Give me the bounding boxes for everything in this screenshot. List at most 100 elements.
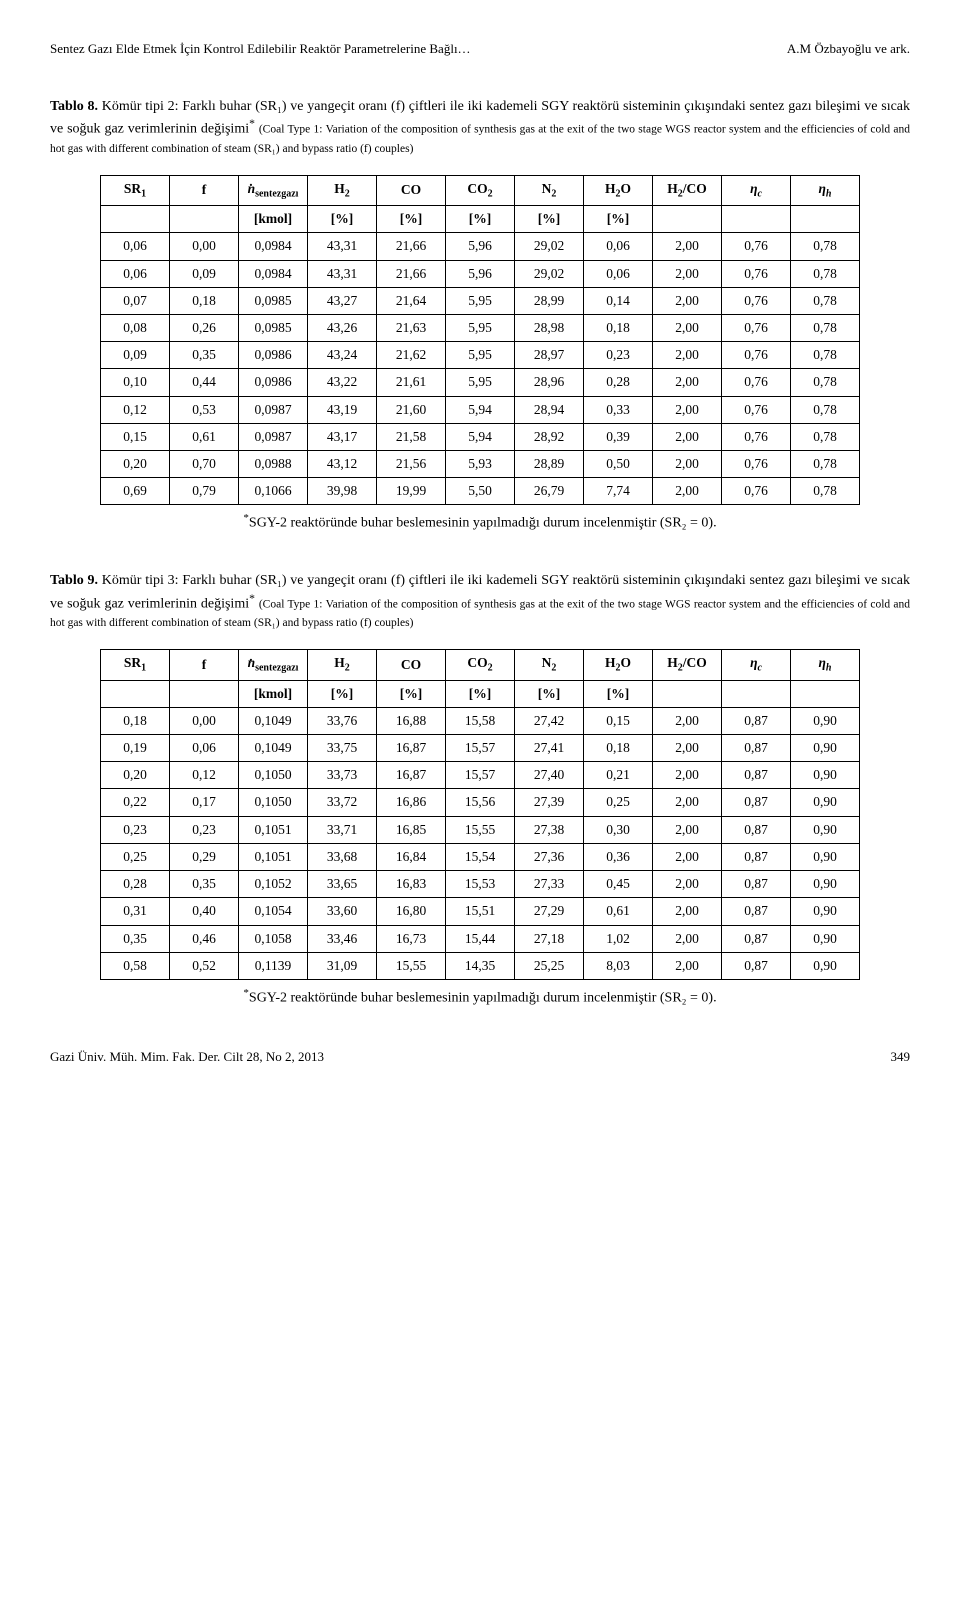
data-cell: 0,90 (791, 734, 860, 761)
data-cell: 2,00 (653, 816, 722, 843)
data-cell: 16,87 (377, 762, 446, 789)
table-row: 0,580,520,113931,0915,5514,3525,258,032,… (101, 952, 860, 979)
data-cell: 0,07 (101, 287, 170, 314)
unit-cell (722, 680, 791, 707)
data-cell: 15,51 (446, 898, 515, 925)
column-header: f (170, 650, 239, 680)
data-cell: 5,50 (446, 478, 515, 505)
column-header: N2 (515, 650, 584, 680)
unit-cell (170, 206, 239, 233)
data-cell: 0,70 (170, 451, 239, 478)
data-cell: 0,0984 (239, 260, 308, 287)
unit-cell (653, 206, 722, 233)
column-header: CO (377, 650, 446, 680)
data-cell: 21,66 (377, 233, 446, 260)
header-right: A.M Özbayoğlu ve ark. (787, 40, 910, 58)
data-cell: 33,65 (308, 871, 377, 898)
data-cell: 0,90 (791, 898, 860, 925)
data-cell: 0,06 (101, 233, 170, 260)
data-cell: 0,87 (722, 789, 791, 816)
table-row: 0,100,440,098643,2221,615,9528,960,282,0… (101, 369, 860, 396)
data-cell: 0,23 (584, 342, 653, 369)
table-row: 0,220,170,105033,7216,8615,5627,390,252,… (101, 789, 860, 816)
data-cell: 14,35 (446, 952, 515, 979)
data-cell: 0,78 (791, 478, 860, 505)
data-cell: 2,00 (653, 260, 722, 287)
table-row: 0,200,700,098843,1221,565,9328,890,502,0… (101, 451, 860, 478)
unit-cell: [%] (584, 206, 653, 233)
data-cell: 2,00 (653, 396, 722, 423)
data-cell: 0,76 (722, 369, 791, 396)
data-cell: 0,25 (101, 843, 170, 870)
data-cell: 21,56 (377, 451, 446, 478)
data-cell: 0,76 (722, 451, 791, 478)
data-cell: 0,90 (791, 925, 860, 952)
column-header: H2/CO (653, 175, 722, 205)
data-cell: 0,26 (170, 314, 239, 341)
data-cell: 0,06 (101, 260, 170, 287)
data-cell: 5,95 (446, 369, 515, 396)
column-header: H2 (308, 650, 377, 680)
table8-footnote: *SGY-2 reaktöründe buhar beslemesinin ya… (50, 511, 910, 534)
data-cell: 21,58 (377, 423, 446, 450)
table-row: 0,230,230,105133,7116,8515,5527,380,302,… (101, 816, 860, 843)
table8-unit-row: [kmol][%][%][%][%][%] (101, 206, 860, 233)
data-cell: 0,29 (170, 843, 239, 870)
column-header: H2 (308, 175, 377, 205)
data-cell: 0,18 (101, 707, 170, 734)
data-cell: 0,78 (791, 396, 860, 423)
data-cell: 25,25 (515, 952, 584, 979)
unit-cell: [kmol] (239, 206, 308, 233)
unit-cell: [%] (377, 206, 446, 233)
data-cell: 43,27 (308, 287, 377, 314)
data-cell: 39,98 (308, 478, 377, 505)
table-row: 0,280,350,105233,6516,8315,5327,330,452,… (101, 871, 860, 898)
column-header: ηh (791, 650, 860, 680)
data-cell: 0,33 (584, 396, 653, 423)
data-cell: 0,28 (101, 871, 170, 898)
data-cell: 21,64 (377, 287, 446, 314)
data-cell: 0,76 (722, 233, 791, 260)
data-cell: 0,52 (170, 952, 239, 979)
data-cell: 0,19 (101, 734, 170, 761)
data-cell: 0,87 (722, 952, 791, 979)
data-cell: 27,39 (515, 789, 584, 816)
table-row: 0,190,060,104933,7516,8715,5727,410,182,… (101, 734, 860, 761)
data-cell: 27,41 (515, 734, 584, 761)
page-footer: Gazi Üniv. Müh. Mim. Fak. Der. Cilt 28, … (50, 1048, 910, 1066)
data-cell: 21,66 (377, 260, 446, 287)
footer-left: Gazi Üniv. Müh. Mim. Fak. Der. Cilt 28, … (50, 1048, 324, 1066)
data-cell: 43,31 (308, 233, 377, 260)
data-cell: 16,83 (377, 871, 446, 898)
column-header: f (170, 175, 239, 205)
data-cell: 0,1139 (239, 952, 308, 979)
table8-caption: Tablo 8. Kömür tipi 2: Farklı buhar (SR₁… (50, 98, 910, 159)
data-cell: 0,0986 (239, 369, 308, 396)
data-cell: 29,02 (515, 260, 584, 287)
table-row: 0,060,000,098443,3121,665,9629,020,062,0… (101, 233, 860, 260)
data-cell: 0,21 (584, 762, 653, 789)
column-header: CO2 (446, 650, 515, 680)
data-cell: 0,1058 (239, 925, 308, 952)
data-cell: 2,00 (653, 342, 722, 369)
data-cell: 0,87 (722, 734, 791, 761)
data-cell: 0,31 (101, 898, 170, 925)
column-header: SR1 (101, 175, 170, 205)
data-cell: 43,19 (308, 396, 377, 423)
table-row: 0,350,460,105833,4616,7315,4427,181,022,… (101, 925, 860, 952)
data-cell: 0,39 (584, 423, 653, 450)
table-row: 0,120,530,098743,1921,605,9428,940,332,0… (101, 396, 860, 423)
data-cell: 0,1052 (239, 871, 308, 898)
data-cell: 28,92 (515, 423, 584, 450)
data-cell: 0,1049 (239, 707, 308, 734)
data-cell: 0,1050 (239, 762, 308, 789)
data-cell: 15,58 (446, 707, 515, 734)
data-cell: 27,29 (515, 898, 584, 925)
data-cell: 21,60 (377, 396, 446, 423)
data-cell: 0,28 (584, 369, 653, 396)
column-header: H2/CO (653, 650, 722, 680)
table9-footnote: *SGY-2 reaktöründe buhar beslemesinin ya… (50, 986, 910, 1009)
data-cell: 0,87 (722, 816, 791, 843)
data-cell: 0,15 (584, 707, 653, 734)
data-cell: 2,00 (653, 451, 722, 478)
